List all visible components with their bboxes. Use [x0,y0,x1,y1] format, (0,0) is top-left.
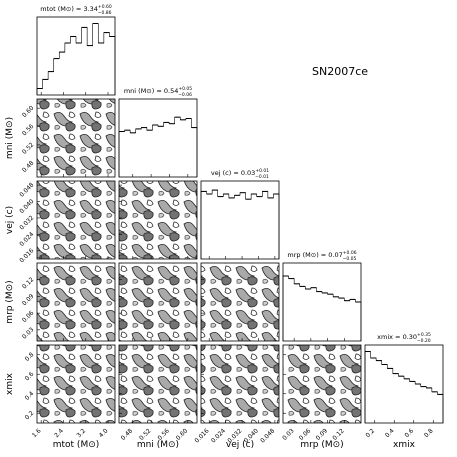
y-tick-label: 0.8 [24,351,36,363]
x-tick-label: 0.024 [210,427,227,444]
y-tick-label: 0.6 [24,371,36,383]
x-axis-label: mrp (M⊙) [300,440,343,450]
panel-title: xmix = 0.30+0.35 −0.20 [377,332,431,344]
panel-frame [200,262,280,342]
panel-frame [118,98,198,178]
y-tick-label: 0.040 [18,198,35,215]
y-tick-label: 0.52 [21,141,36,156]
title-main: mni (M⊙) = 0.54 [124,87,179,95]
contour-texture [119,263,197,341]
title-main: mrp (M⊙) = 0.07 [287,251,342,259]
contour-texture [37,99,115,177]
x-tick-label: 0.60 [175,427,190,442]
panel-frame [118,262,198,342]
panel-frame [36,180,116,260]
panel-frame [282,262,362,342]
y-tick-label: 0.06 [21,309,36,324]
x-tick-label: 0.8 [423,427,435,439]
hist-outline [200,189,280,259]
x-tick-label: 0.4 [384,427,396,439]
panel-frame [200,344,280,424]
x-axis-label: vej (c) [226,440,254,450]
title-lower: −0.01 [255,174,269,180]
y-tick-label: 0.60 [21,105,36,120]
x-tick-label: 0.6 [403,427,415,439]
y-tick-label: 0.032 [18,214,35,231]
panel-frame [36,262,116,342]
x-tick-label: 4.0 [98,427,110,439]
panel-title: mtot (M⊙) = 3.34+0.60 −0.86 [40,4,112,16]
y-tick-label: 0.2 [24,410,36,422]
title-lower: −0.20 [417,338,431,344]
panel-title: vej (c) = 0.03+0.01 −0.01 [211,168,269,180]
y-tick-label: 0.09 [21,293,36,308]
panel-title: mni (M⊙) = 0.54+0.05 −0.06 [124,86,192,98]
title-upper: +0.35 [417,332,431,338]
x-tick-label: 0.016 [194,427,211,444]
x-axis-label: mtot (M⊙) [53,440,100,450]
chart-title: SN2007ce [312,65,368,78]
x-tick-label: 3.2 [75,427,87,439]
panel-frame [364,344,444,424]
y-tick-label: 0.4 [24,390,36,402]
y-tick-label: 0.03 [21,326,36,341]
x-tick-label: 0.2 [364,427,376,439]
contour-texture [201,345,279,423]
contour-texture [119,345,197,423]
x-tick-label: 0.03 [281,427,296,442]
panel-title: mrp (M⊙) = 0.07+0.06 −0.05 [287,250,356,262]
contour-texture [37,263,115,341]
title-main: xmix = 0.30 [377,333,417,341]
contour-texture [37,181,115,259]
hist-outline [36,23,116,95]
hist-outline [282,275,362,341]
y-tick-label: 0.56 [21,123,36,138]
contour-texture [37,345,115,423]
x-axis-label: mni (M⊙) [137,440,179,450]
y-axis-label: vej (c) [5,206,15,234]
panel-frame [36,16,116,96]
title-lower: −0.05 [343,256,357,262]
panel-frame [200,180,280,260]
title-upper: +0.06 [343,250,357,256]
x-axis-label: xmix [393,440,416,450]
y-axis-label: mni (M⊙) [5,117,15,159]
panel-frame [118,180,198,260]
y-tick-label: 0.12 [21,276,36,291]
hist-outline [364,351,444,423]
x-tick-label: 0.48 [120,427,135,442]
panel-frame [118,344,198,424]
y-tick-label: 0.48 [21,160,36,175]
y-tick-label: 0.016 [18,247,35,264]
y-axis-label: xmix [5,372,15,395]
title-upper: +0.05 [178,86,192,92]
x-tick-label: 0.048 [259,427,276,444]
title-main: mtot (M⊙) = 3.34 [40,5,98,13]
contour-texture [201,263,279,341]
title-upper: +0.01 [255,168,269,174]
title-main: vej (c) = 0.03 [211,169,255,177]
title-upper: +0.60 [98,4,112,10]
panel-frame [36,98,116,178]
title-lower: −0.86 [98,10,112,16]
panel-frame [36,344,116,424]
title-lower: −0.06 [178,92,192,98]
panel-frame [282,344,362,424]
x-tick-label: 2.4 [53,427,65,439]
contour-texture [119,181,197,259]
y-tick-label: 0.048 [18,181,35,198]
y-tick-label: 0.024 [18,231,35,248]
y-axis-label: mrp (M⊙) [5,280,15,323]
x-tick-label: 1.6 [31,427,43,439]
contour-texture [283,345,361,423]
